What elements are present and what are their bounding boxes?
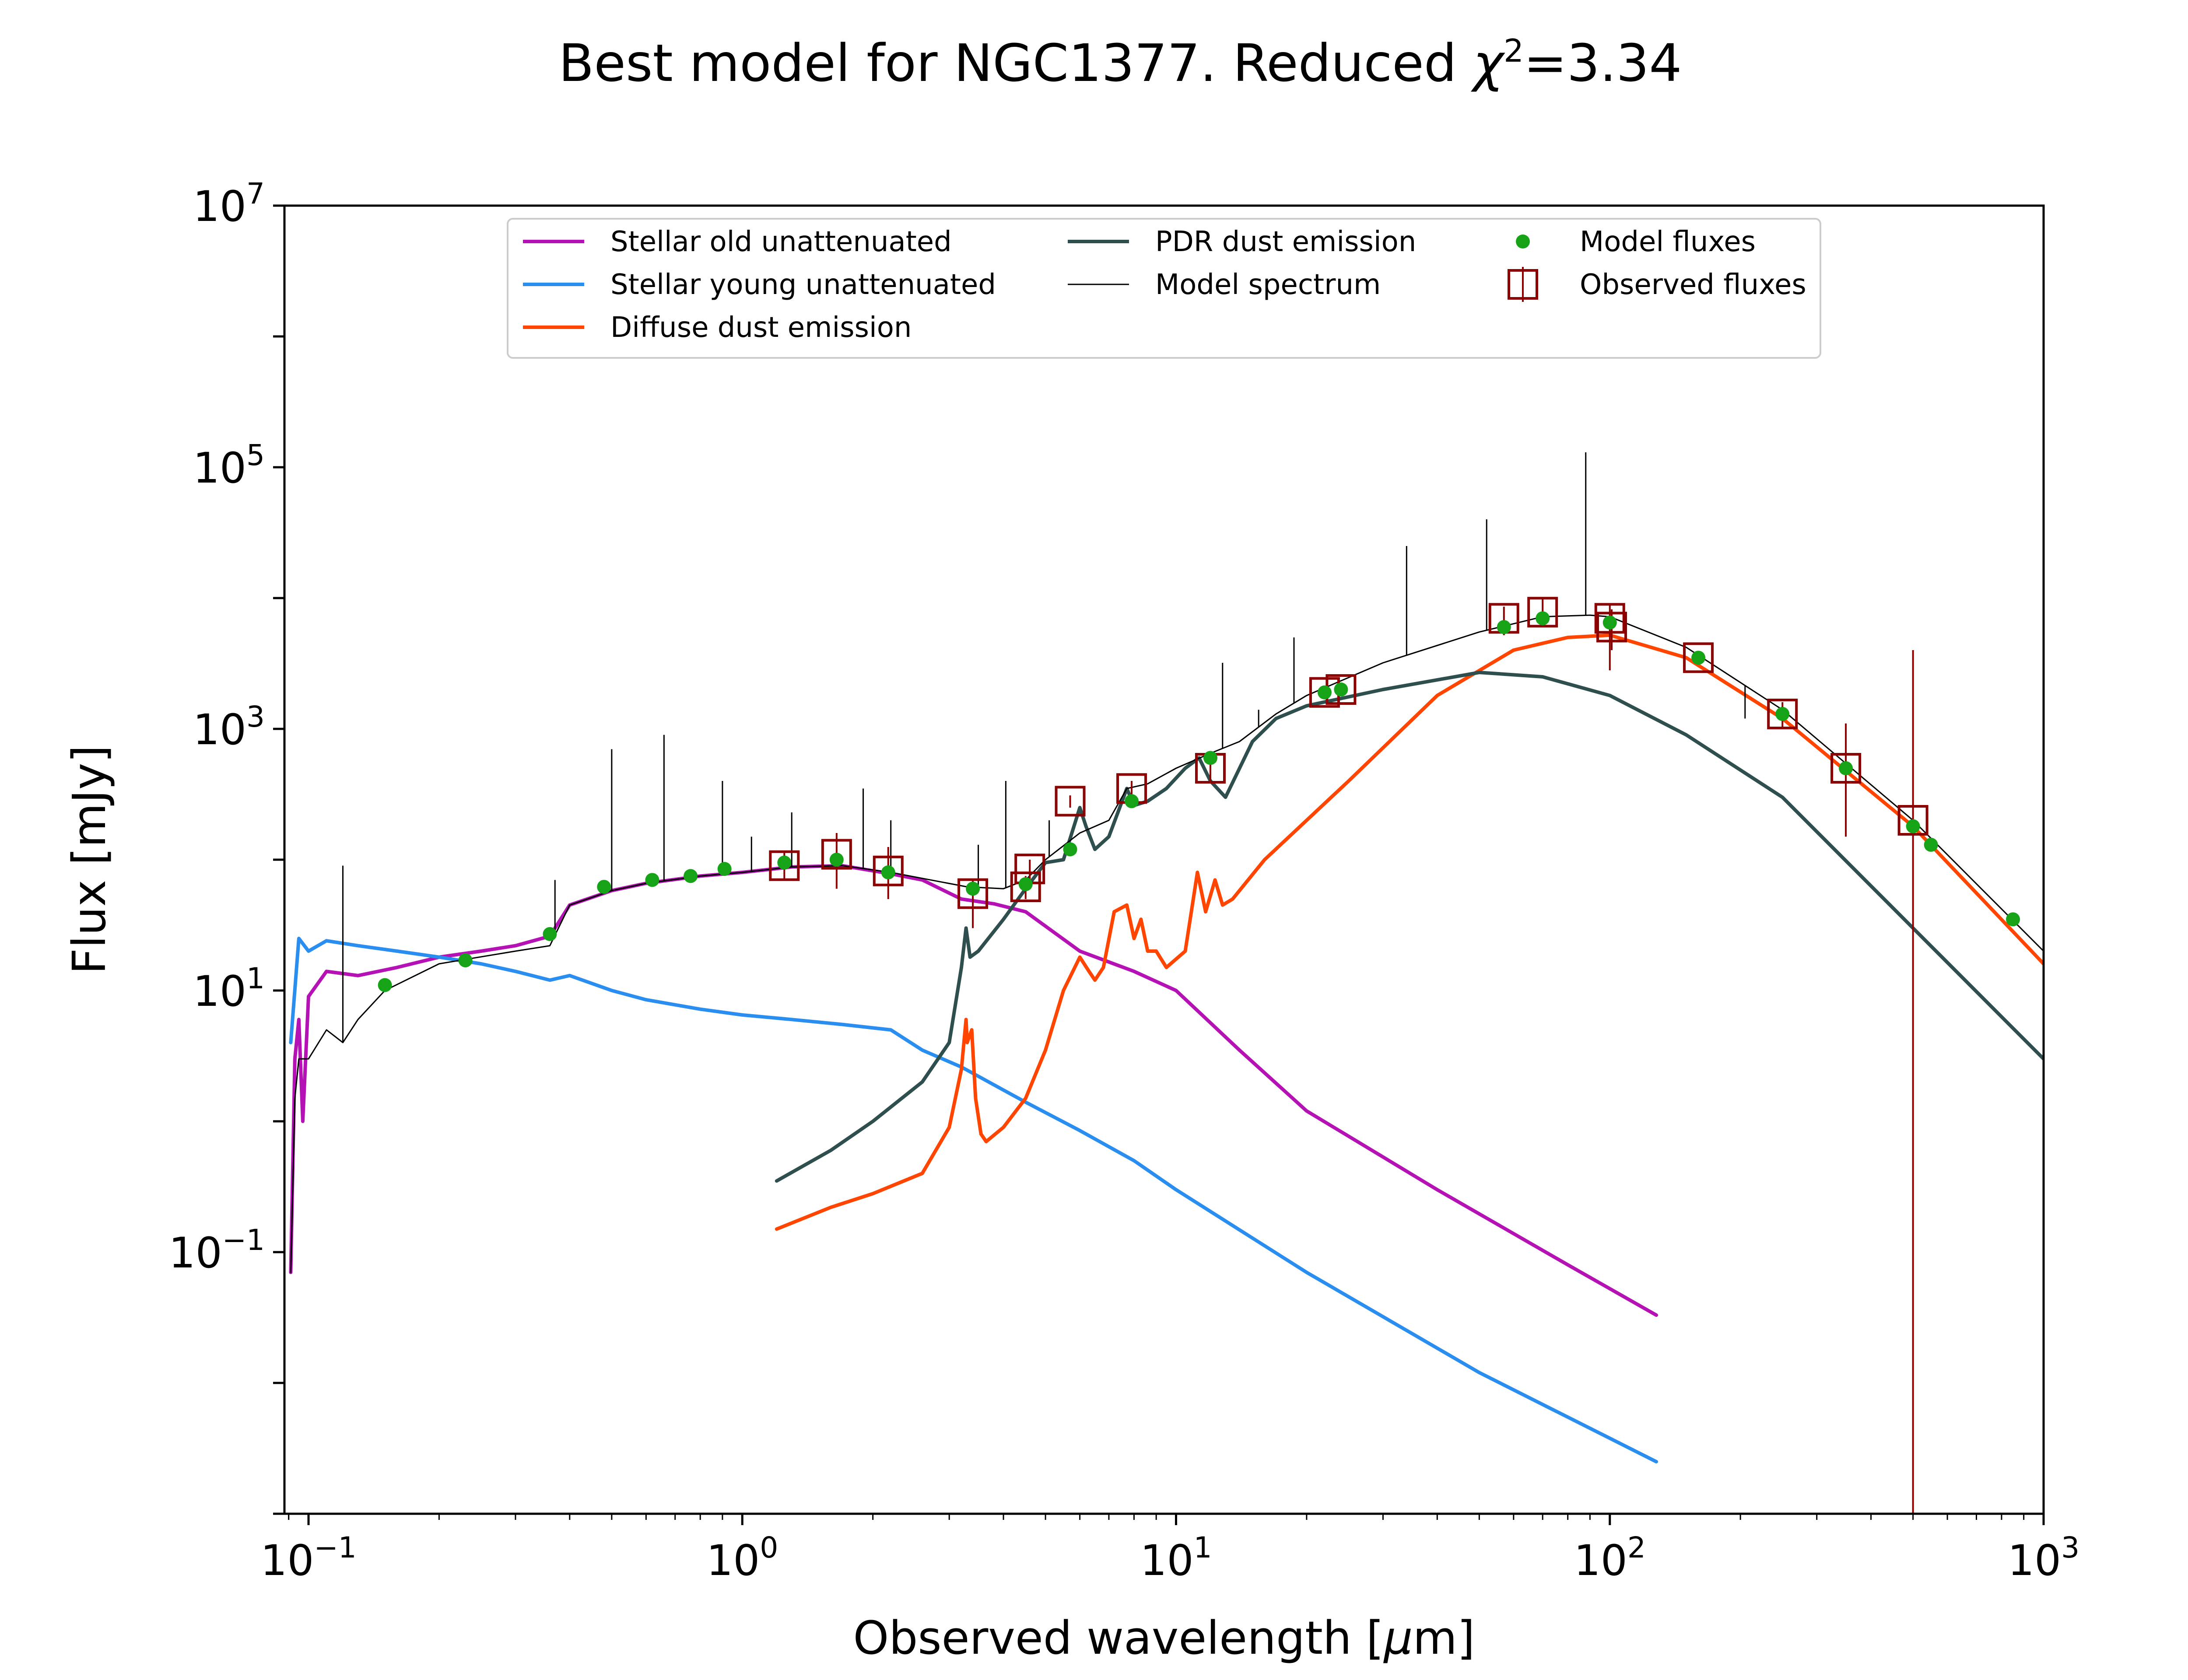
model-flux-point [597, 880, 611, 894]
legend-label: Stellar young unattenuated [610, 269, 996, 301]
legend-entry-observed-fluxes: Observed fluxes [1508, 267, 1806, 302]
plot-area [289, 452, 2044, 1514]
legend-entry-diffuse-dust-emission: Diffuse dust emission [523, 312, 912, 344]
observed-flux-marker [957, 878, 989, 909]
model-flux-point [829, 853, 844, 867]
series-diffuse-dust-emission [775, 633, 2044, 1231]
model-flux-point [1602, 615, 1617, 630]
legend-label: PDR dust emission [1155, 226, 1416, 258]
y-tick-label: 105 [193, 438, 265, 493]
x-tick-label: 103 [2008, 1531, 2079, 1585]
observed-flux-marker [1596, 612, 1627, 643]
x-tick-label: 101 [1140, 1531, 1212, 1585]
x-axis-label: Observed wavelength [μm] [853, 1611, 1475, 1665]
model-flux-point [543, 927, 557, 942]
legend-box [507, 218, 1821, 359]
model-flux-point [1536, 611, 1550, 626]
y-tick-label: 10−1 [169, 1223, 265, 1278]
y-axis-label: Flux [mJy] [63, 745, 116, 974]
legend-label: Observed fluxes [1580, 269, 1806, 301]
observed-flux-marker [1897, 805, 1929, 836]
chart-title: Best model for NGC1377. Reduced χ2=3.34 [558, 32, 1682, 93]
x-tick-label: 100 [706, 1531, 778, 1585]
series-layer [289, 452, 2044, 1463]
legend-entry-model-fluxes: Model fluxes [1516, 226, 1756, 258]
model-flux-point [2006, 912, 2020, 927]
observed-flux-marker [1683, 642, 1714, 673]
model-flux-point [1018, 877, 1033, 891]
legend-entry-stellar-old-unattenuated: Stellar old unattenuated [523, 226, 952, 258]
x-tick-label: 102 [1574, 1531, 1646, 1585]
x-label-prefix: Observed wavelength [ [853, 1611, 1384, 1665]
y-tick-label: 107 [193, 177, 265, 231]
model-flux-point [684, 869, 698, 883]
model-flux-point [1203, 751, 1218, 765]
model-flux-point [1691, 651, 1706, 665]
legend-label: Diffuse dust emission [610, 312, 912, 344]
model-flux-point [1839, 761, 1853, 776]
model-flux-point [1334, 682, 1348, 696]
model-flux-point [458, 953, 473, 968]
observed-flux-marker [1010, 872, 1041, 903]
model-flux-point [1775, 707, 1790, 721]
legend-entry-model-spectrum: Model spectrum [1068, 269, 1381, 301]
series-pdr-dust-emission [775, 671, 2044, 1183]
model-flux-point [1497, 620, 1511, 634]
observed-flux-marker [1830, 753, 1862, 784]
legend-swatch [1516, 234, 1530, 248]
model-flux-point [645, 873, 659, 887]
title-chi: χ [1470, 33, 1505, 93]
legend-label: Model spectrum [1155, 269, 1381, 301]
legend-entry-stellar-young-unattenuated: Stellar young unattenuated [523, 269, 996, 301]
model-flux-point [1317, 685, 1332, 700]
observed-flux-marker [873, 855, 904, 886]
plot-frame [283, 204, 2045, 1515]
legend-label: Stellar old unattenuated [610, 226, 952, 258]
model-flux-point [881, 865, 895, 879]
observed-flux-marker [1594, 603, 1625, 634]
series-stellar-young-unattenuated [289, 937, 1658, 1463]
observed-flux-marker [769, 850, 800, 881]
y-tick-label: 101 [193, 962, 265, 1016]
model-flux-point [717, 862, 732, 876]
model-flux-point [1906, 819, 1920, 833]
model-flux-point [378, 978, 392, 992]
observed-flux-marker [1055, 786, 1086, 817]
model-flux-point [1924, 837, 1938, 852]
title-sup: 2 [1504, 32, 1524, 69]
observed-flux-marker [1767, 698, 1798, 729]
model-flux-point [966, 882, 980, 896]
title-suffix: =3.34 [1524, 33, 1682, 93]
model-flux-point [1063, 842, 1077, 857]
x-label-suffix: m] [1413, 1611, 1475, 1665]
observed-flux-marker [821, 839, 852, 870]
x-label-mu: μ [1383, 1611, 1413, 1665]
points-layer [378, 597, 2020, 1514]
model-flux-point [777, 855, 792, 870]
axis-ticks: 10−1 100 101 102 103 10−1 101 103 105 107 [169, 177, 2080, 1585]
legend-label: Model fluxes [1580, 226, 1756, 258]
observed-flux-marker [1527, 597, 1558, 628]
legend: Stellar old unattenuated Stellar young un… [507, 218, 1821, 359]
legend-swatch [1508, 269, 1538, 300]
model-flux-point [1125, 794, 1139, 808]
legend-entry-pdr-dust-emission: PDR dust emission [1068, 226, 1416, 258]
x-tick-label: 10−1 [260, 1531, 356, 1585]
y-tick-label: 103 [193, 700, 265, 754]
title-prefix: Best model for NGC1377. Reduced [558, 33, 1473, 93]
